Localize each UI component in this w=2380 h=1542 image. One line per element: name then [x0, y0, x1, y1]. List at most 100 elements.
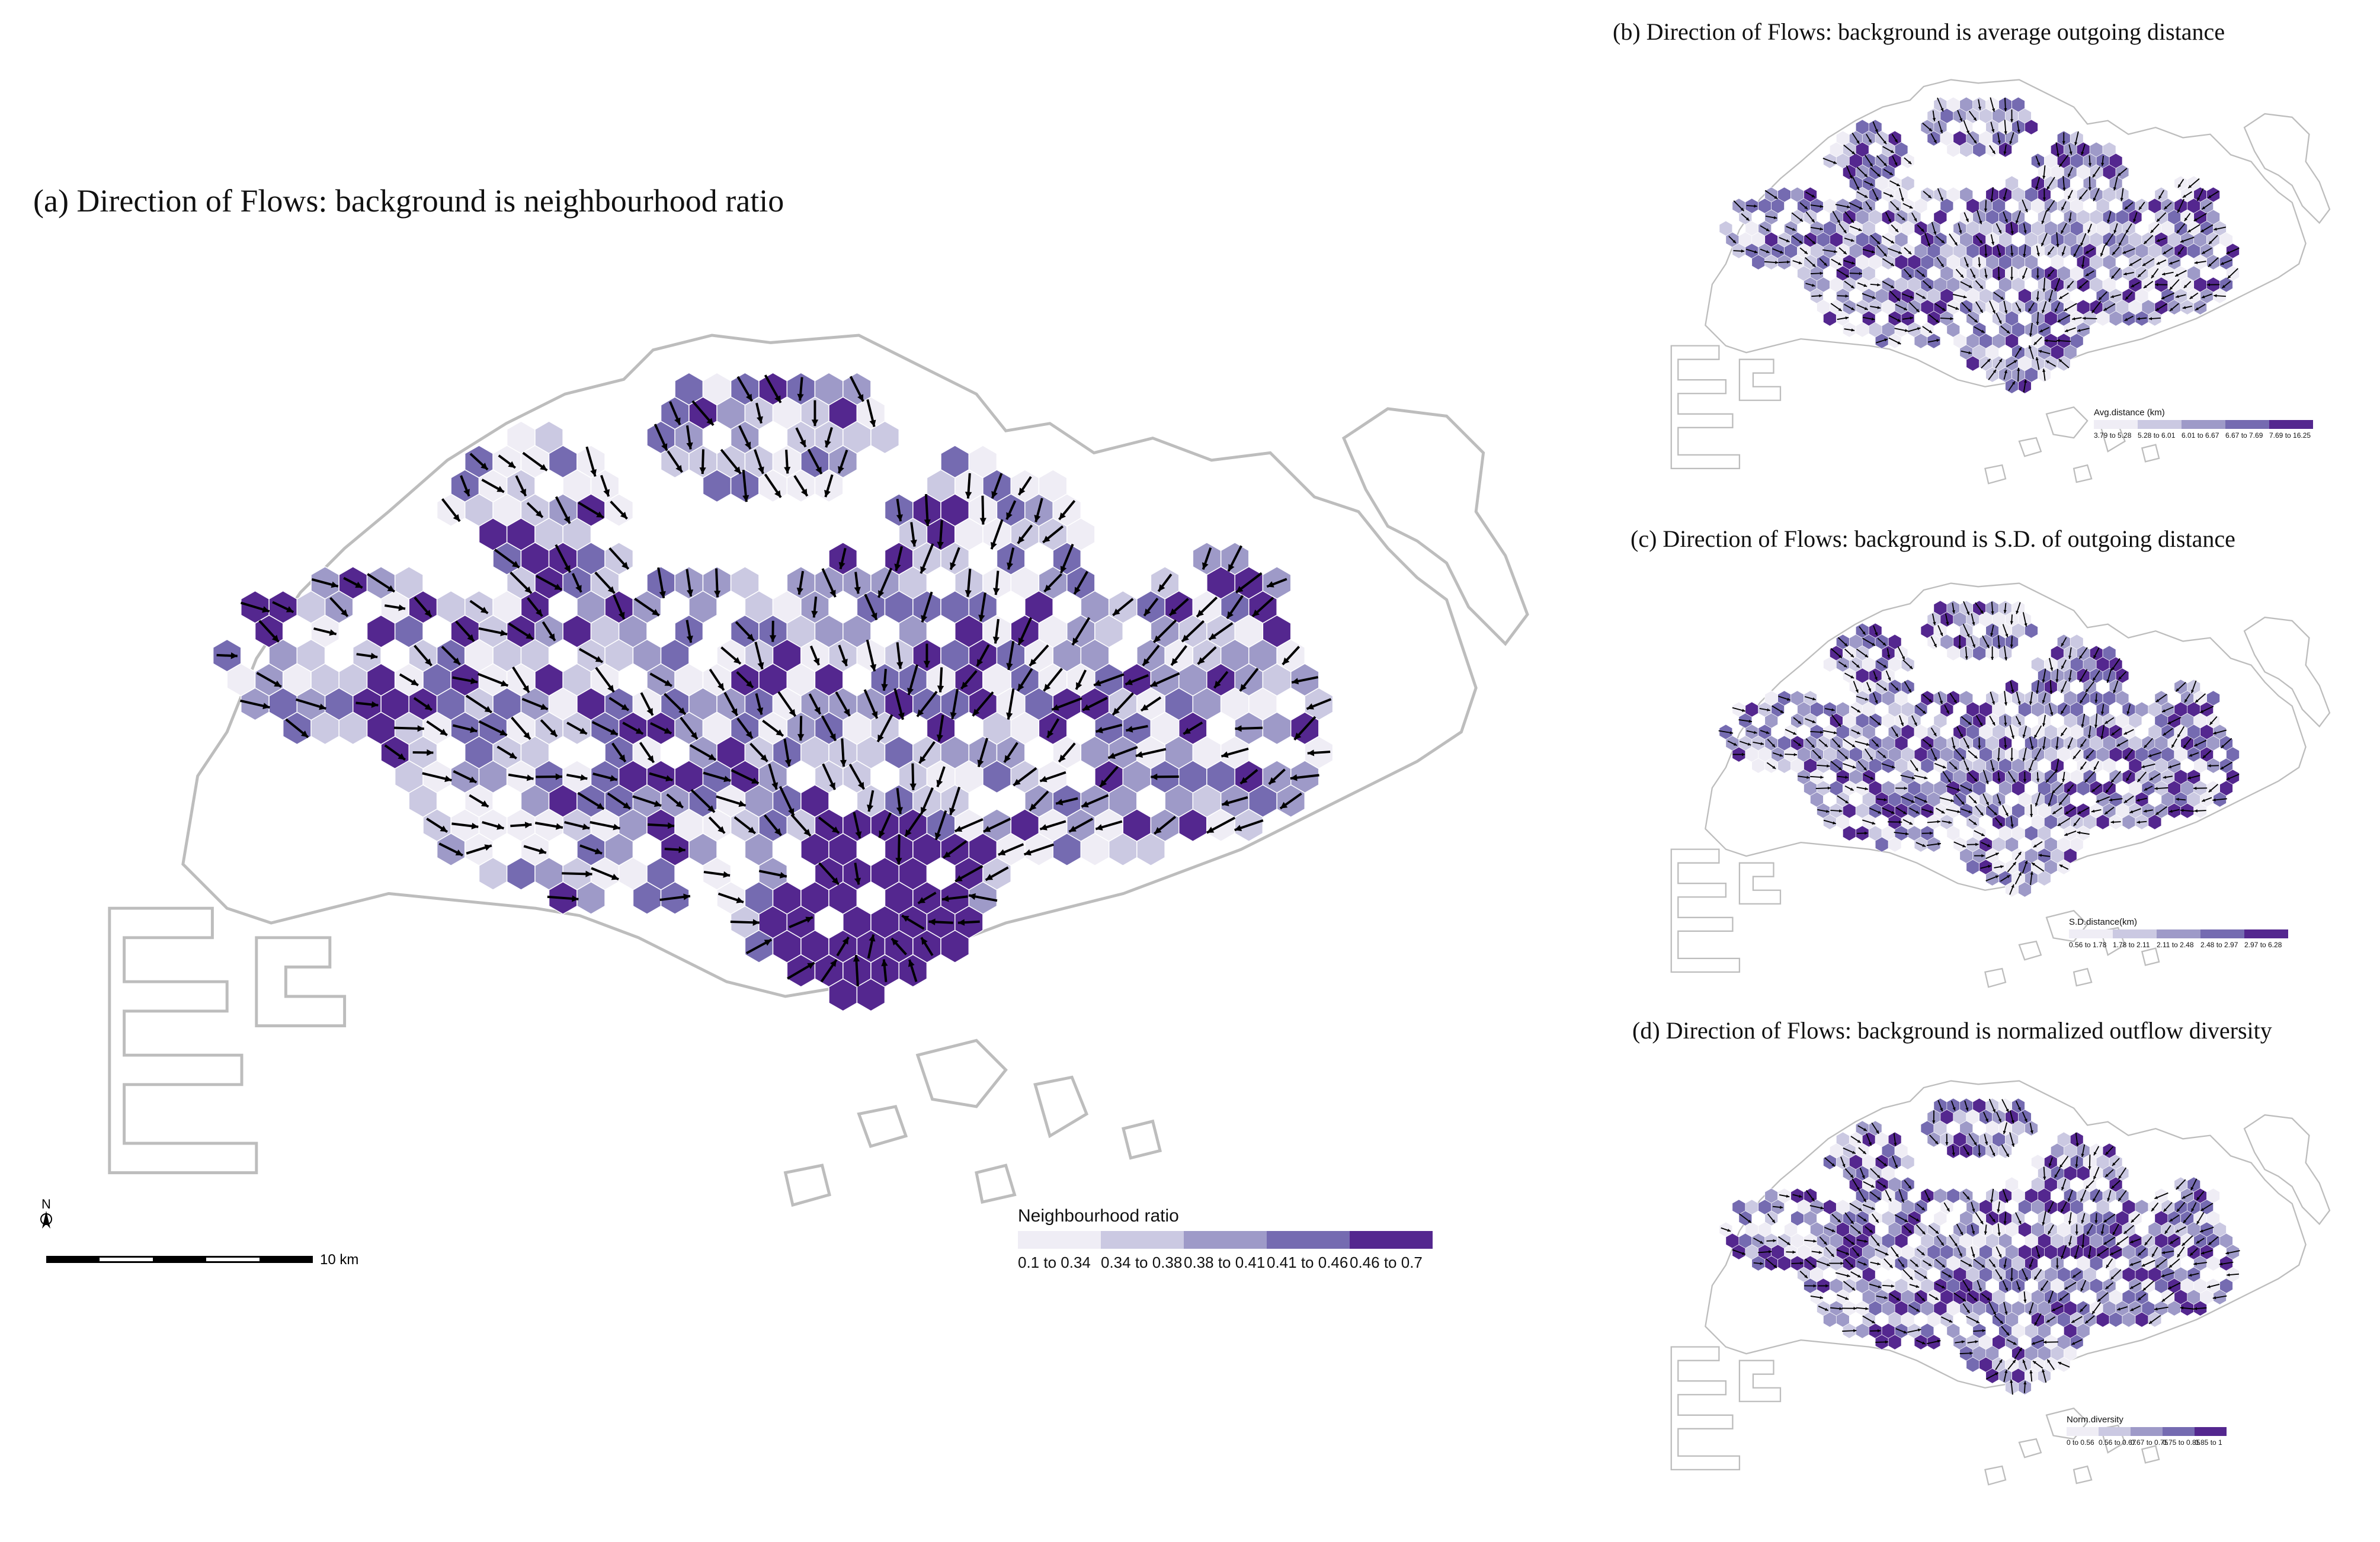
flow-arrow-head	[2077, 811, 2081, 814]
flow-arrow-head	[2046, 360, 2049, 364]
flow-arrow-head	[2003, 151, 2007, 155]
flow-arrow-head	[470, 677, 478, 684]
flow-arrow-head	[1884, 162, 1887, 166]
flow-arrow-head	[2042, 197, 2046, 201]
flow-arrow-head	[723, 775, 731, 783]
flow-arrow-head	[2087, 1231, 2090, 1235]
flow-arrow-head	[683, 893, 690, 900]
flow-arrow-head	[2094, 767, 2097, 771]
flow-arrow-head	[440, 825, 447, 832]
flow-arrow-head	[1968, 1264, 1972, 1267]
flow-arrow-head	[1018, 637, 1025, 645]
flow-arrow-head	[2068, 1221, 2072, 1224]
flow-arrow-head	[779, 871, 787, 879]
flow-arrow-head	[1875, 743, 1879, 747]
flow-arrow-head	[1904, 1219, 1908, 1222]
flow-arrow-head	[1214, 681, 1221, 688]
flow-arrow-head	[2087, 229, 2091, 233]
flow-arrow-head	[1954, 1243, 1958, 1247]
flow-arrow-head	[854, 877, 861, 885]
flow-arrow-head	[2085, 273, 2089, 276]
flow-arrow-head	[1908, 1230, 1912, 1233]
flow-arrow-head	[387, 585, 395, 592]
flow-arrow-head	[2073, 755, 2077, 759]
flow-arrow-head	[2025, 1277, 2028, 1281]
flow-arrow-head	[1158, 584, 1165, 592]
flow-arrow-head	[1852, 1287, 1856, 1291]
flow-arrow-head	[1927, 243, 1930, 247]
flow-arrow-head	[1773, 1264, 1777, 1268]
flow-arrow-head	[1793, 753, 1797, 756]
flow-arrow-head	[2092, 1310, 2096, 1315]
flow-arrow-head	[2080, 1309, 2083, 1312]
hex-cell	[1888, 1334, 1902, 1350]
flow-arrow-head	[1923, 1275, 1927, 1279]
flow-arrow-head	[2080, 766, 2084, 770]
flow-arrow-head	[1897, 341, 1901, 344]
coastline-west-reclamation	[1670, 345, 1782, 470]
flow-arrow-head	[2061, 230, 2064, 234]
flow-arrow-head	[1811, 219, 1815, 223]
flow-arrow-head	[842, 937, 849, 945]
hex-cell	[1888, 836, 1902, 852]
flow-arrow-head	[1745, 217, 1750, 221]
flow-arrow-head	[814, 707, 821, 714]
flow-arrow-head	[961, 681, 968, 689]
flow-arrow-head	[1914, 722, 1917, 726]
flow-arrow-head	[2113, 187, 2117, 191]
flow-arrow-head	[1885, 1252, 1889, 1255]
flow-arrow-head	[714, 591, 721, 598]
flow-arrow-head	[2144, 1242, 2148, 1246]
flow-arrow-head	[1928, 195, 1931, 198]
panel-a-map	[108, 334, 1529, 1207]
flow-arrow-head	[1999, 1276, 2003, 1280]
flow-arrow-head	[1236, 586, 1244, 593]
flow-arrow-head	[1760, 1240, 1763, 1244]
flow-arrow-head	[918, 897, 925, 903]
flow-arrow-head	[1865, 1307, 1869, 1310]
flow-arrow-head	[1903, 811, 1907, 814]
flow-arrow-head	[1991, 768, 1995, 772]
flow-arrow-head	[2169, 1218, 2173, 1222]
flow-arrow-head	[2023, 254, 2026, 258]
flow-arrow-head	[1974, 755, 1978, 759]
flow-arrow-head	[2105, 242, 2109, 246]
flow-arrow-head	[1786, 1242, 1790, 1245]
flow-arrow-head	[2061, 1187, 2065, 1191]
flow-arrow-head	[1760, 1262, 1763, 1265]
flow-arrow-head	[2064, 833, 2068, 836]
flow-arrow-head	[2133, 219, 2136, 222]
flow-arrow-head	[991, 541, 997, 550]
flow-arrow-head	[2221, 745, 2225, 748]
flow-arrow-head	[2023, 379, 2027, 383]
flow-arrow-head	[1968, 284, 1972, 288]
legend-swatches	[2067, 1427, 2227, 1436]
flow-arrow-head	[1780, 710, 1784, 713]
legend-class-label: 0.41 to 0.46	[1267, 1254, 1348, 1271]
flow-arrow-head	[1775, 261, 1779, 264]
flow-arrow-head	[2176, 1208, 2180, 1212]
flow-arrow-head	[2176, 1186, 2180, 1190]
flow-arrow-head	[1850, 1220, 1854, 1224]
flow-arrow-head	[1991, 656, 1994, 660]
flow-arrow-head	[2141, 765, 2145, 768]
flow-arrow-head	[2094, 1152, 2097, 1156]
flow-arrow-head	[2176, 688, 2179, 692]
flow-arrow-head	[2136, 799, 2140, 802]
flow-arrow-head	[262, 606, 270, 613]
flow-arrow-head	[2116, 743, 2120, 746]
flow-arrow-head	[2149, 1320, 2152, 1324]
flow-arrow-head	[1853, 1329, 1857, 1332]
flow-arrow-head	[1837, 744, 1841, 748]
coastline-island	[2018, 437, 2042, 457]
flow-arrow-head	[1972, 1254, 1975, 1258]
flow-arrow-head	[1935, 319, 1939, 323]
flow-arrow-head	[1990, 633, 1994, 637]
flow-arrow-head	[1877, 306, 1881, 309]
flow-arrow-head	[1747, 742, 1751, 746]
flow-arrow-head	[2085, 251, 2089, 254]
flow-arrow-head	[2048, 251, 2051, 255]
flow-arrow-head	[2169, 286, 2173, 290]
flow-arrow-head	[286, 606, 294, 613]
flow-arrow-head	[1972, 1230, 1975, 1235]
